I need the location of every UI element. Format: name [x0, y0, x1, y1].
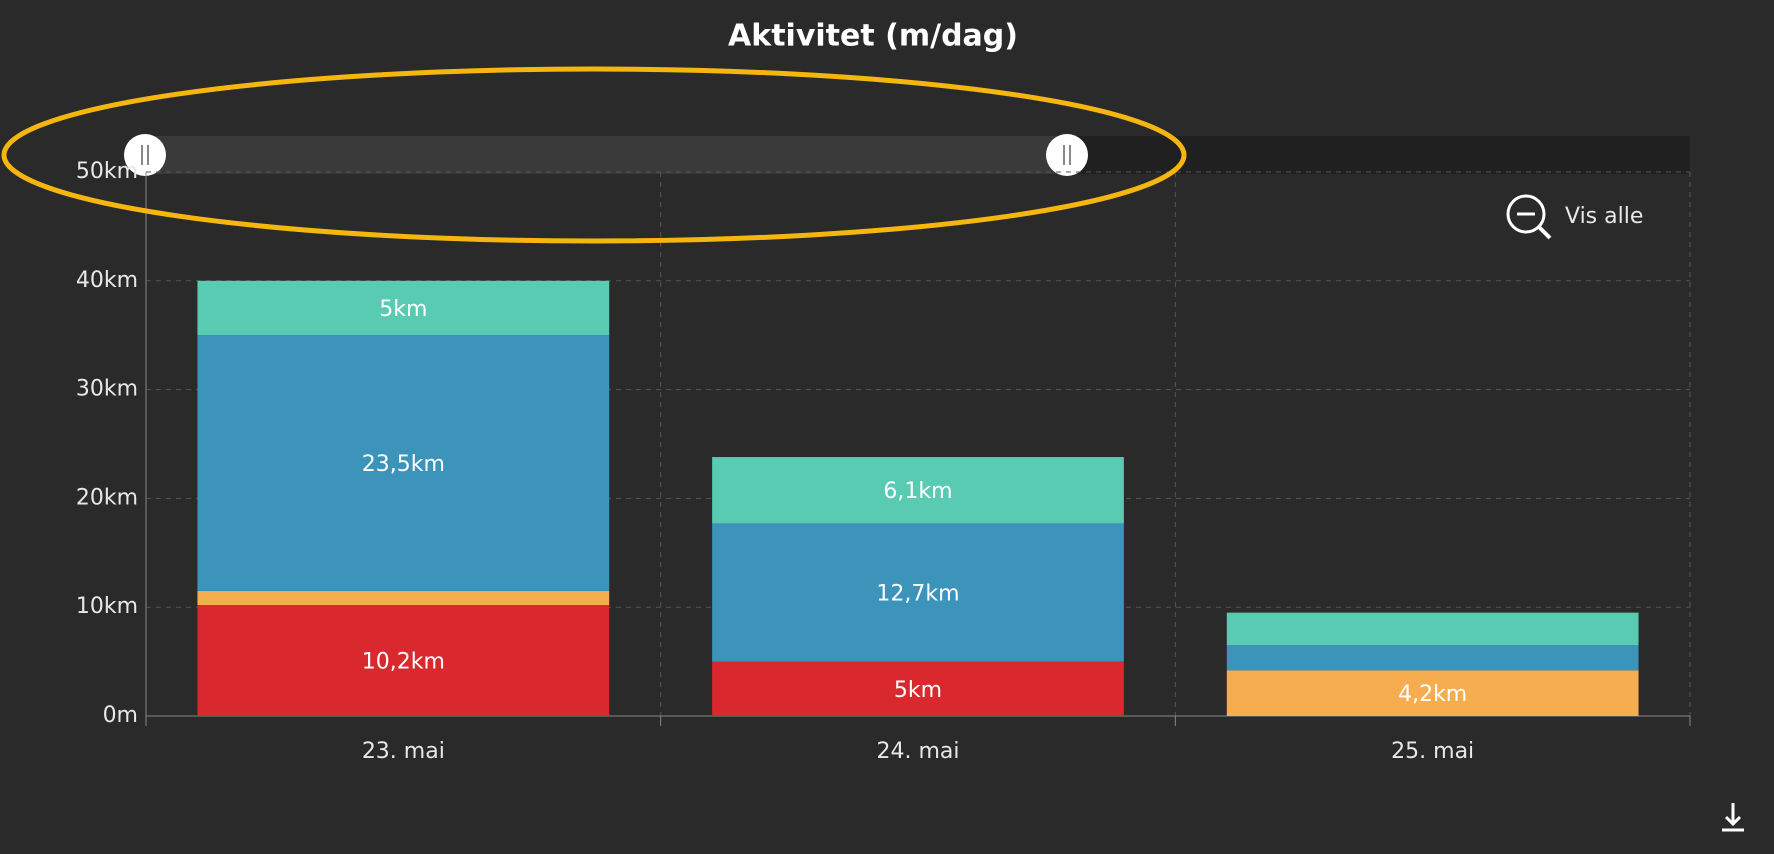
- chart-title: Aktivitet (m/dag): [728, 19, 1018, 54]
- bar-segment: [1226, 645, 1639, 671]
- bar-segment: [197, 335, 610, 591]
- slider-selection[interactable]: [145, 136, 1067, 174]
- zoom-icon: [1506, 194, 1546, 234]
- data-label: 4,2km: [1398, 682, 1467, 707]
- bar-segment: [712, 523, 1124, 662]
- data-label: 6,1km: [883, 479, 952, 504]
- download-arrow-head: [1724, 815, 1742, 827]
- zoom-reset-label[interactable]: Vis alle: [1565, 204, 1643, 229]
- data-label: 5km: [379, 297, 427, 322]
- slider-handle-right[interactable]: [1046, 134, 1088, 176]
- data-label: 23,5km: [362, 452, 445, 477]
- x-tick-label: 25. mai: [1391, 739, 1474, 764]
- zoom-icon-handle: [1537, 225, 1552, 240]
- download-icon[interactable]: [1722, 803, 1744, 832]
- y-tick-label: 10km: [76, 594, 138, 619]
- x-tick-label: 23. mai: [362, 739, 445, 764]
- y-tick-label: 30km: [76, 377, 138, 402]
- x-tick-label: 24. mai: [876, 739, 959, 764]
- y-tick-label: 0m: [103, 703, 138, 728]
- y-tick-label: 20km: [76, 485, 138, 510]
- plot: 0m 10km 20km 30km 40km 50km 23. mai 10,2km 23,5k…: [76, 159, 1691, 764]
- data-label: 5km: [894, 678, 942, 703]
- bar-segment: [197, 590, 610, 606]
- zoom-reset[interactable]: Vis alle: [1506, 194, 1643, 240]
- bar-segment: [1226, 612, 1639, 646]
- bar-segment: [1226, 670, 1639, 716]
- bar-segment: [197, 605, 610, 716]
- data-label: 10,2km: [362, 650, 445, 675]
- range-slider[interactable]: [124, 134, 1690, 176]
- y-tick-label: 50km: [76, 159, 138, 184]
- y-tick-label: 40km: [76, 268, 138, 293]
- bar-segment: [712, 661, 1124, 716]
- slider-handle-left[interactable]: [124, 134, 166, 176]
- data-label: 12,7km: [876, 582, 959, 607]
- bar-segment: [197, 280, 610, 336]
- bar-segment: [712, 457, 1124, 524]
- highlight-annotation: [1, 66, 1187, 244]
